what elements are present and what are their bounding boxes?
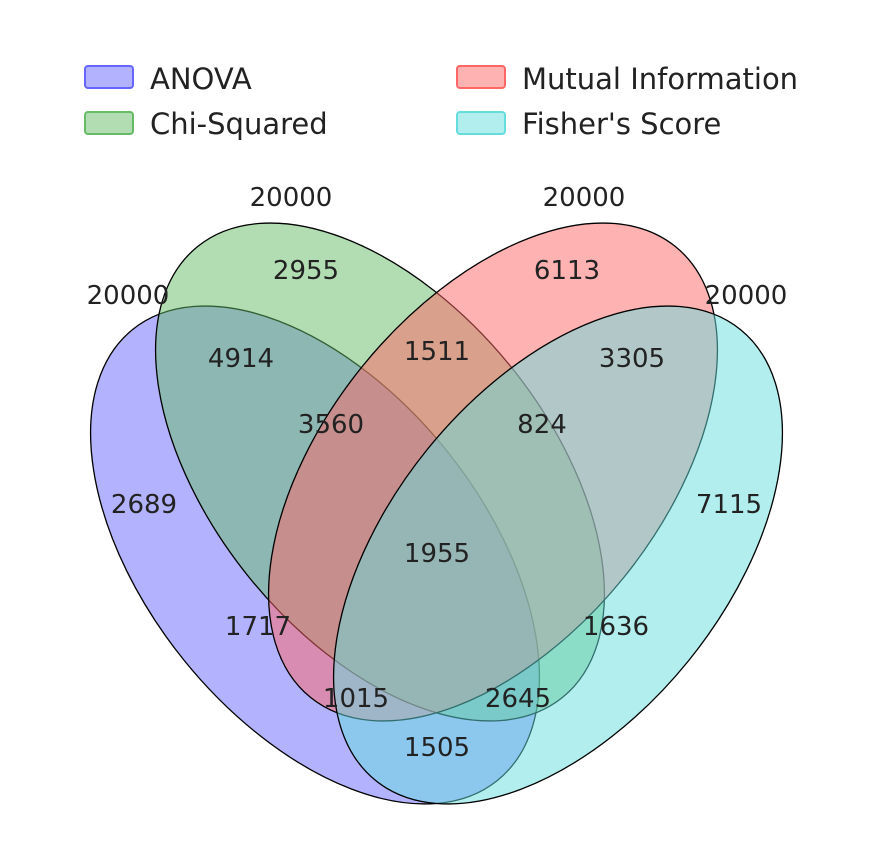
region-chi-fisher: 1636	[583, 612, 649, 642]
legend-swatch-anova	[84, 65, 134, 89]
legend-label-fisher: Fisher's Score	[522, 107, 721, 141]
legend-label-chi: Chi-Squared	[150, 107, 328, 141]
region-labels: 2689 2955 6113 7115 4914 1511 3305 3560 …	[111, 256, 762, 763]
legend-label-mi: Mutual Information	[522, 62, 798, 96]
set-fisher-ellipse	[332, 305, 784, 805]
region-all-four: 1955	[404, 539, 470, 569]
set-shapes	[89, 222, 784, 805]
region-fisher-only: 7115	[696, 490, 762, 520]
region-chi-mi: 1511	[404, 337, 470, 367]
set-total-anova: 20000	[87, 281, 170, 311]
region-anova-chi: 4914	[208, 344, 274, 374]
region-chi-only: 2955	[273, 256, 339, 286]
region-chi-mi-fisher: 824	[517, 410, 567, 440]
legend: ANOVA Chi-Squared Mutual Information Fis…	[84, 62, 798, 141]
legend-label-anova: ANOVA	[150, 62, 252, 96]
set-total-fisher: 20000	[705, 281, 788, 311]
legend-swatch-chi	[84, 111, 134, 135]
legend-swatch-fisher	[456, 111, 506, 135]
region-anova-fisher: 1505	[404, 733, 470, 763]
set-total-mi: 20000	[543, 183, 626, 213]
region-anova-mi-fisher: 1015	[323, 684, 389, 714]
legend-swatch-mi	[456, 65, 506, 89]
region-mi-only: 6113	[534, 256, 600, 286]
region-anova-chi-mi: 3560	[298, 410, 364, 440]
region-anova-mi: 1717	[225, 612, 291, 642]
region-mi-fisher: 3305	[599, 344, 665, 374]
region-anova-only: 2689	[111, 490, 177, 520]
region-anova-chi-fisher: 2645	[485, 684, 551, 714]
set-total-chi: 20000	[250, 183, 333, 213]
set-totals: 20000 20000 20000 20000	[87, 183, 788, 311]
